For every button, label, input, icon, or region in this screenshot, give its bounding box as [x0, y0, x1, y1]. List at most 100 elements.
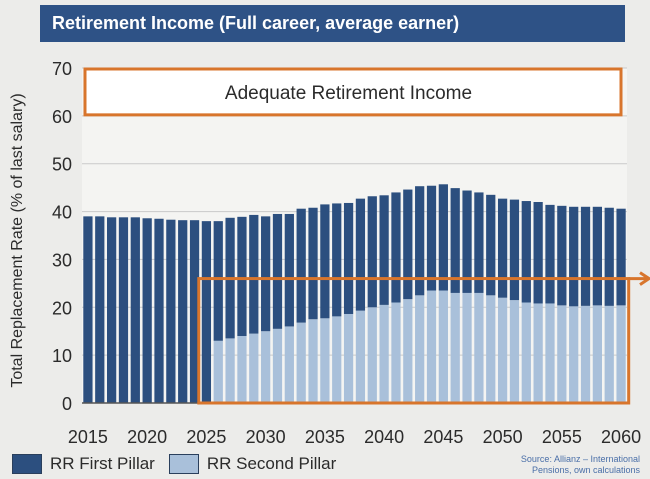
bar-first-pillar-2038 [355, 198, 366, 311]
bar-first-pillar-2060 [616, 208, 626, 306]
x-tick-label-2055: 2055 [542, 427, 582, 447]
x-tick-label-2040: 2040 [364, 427, 404, 447]
legend-item-second-pillar: RR Second Pillar [168, 454, 337, 474]
legend-swatch-first-pillar [12, 454, 42, 474]
bar-first-pillar-2032 [284, 213, 294, 327]
x-tick-label-2035: 2035 [305, 427, 345, 447]
bar-first-pillar-2025 [201, 221, 212, 403]
y-tick-label-70: 70 [52, 59, 72, 79]
x-tick-label-2030: 2030 [246, 427, 286, 447]
x-tick-label-2025: 2025 [186, 427, 226, 447]
y-tick-label-0: 0 [62, 394, 72, 414]
bar-second-pillar-2053 [533, 303, 543, 403]
bar-first-pillar-2040 [379, 195, 389, 305]
bar-first-pillar-2041 [391, 192, 401, 303]
bar-second-pillar-2030 [261, 331, 271, 403]
bar-second-pillar-2029 [249, 333, 259, 403]
bar-first-pillar-2051 [509, 199, 520, 301]
bar-first-pillar-2033 [296, 208, 306, 323]
bar-second-pillar-2036 [332, 316, 342, 403]
bar-second-pillar-2032 [284, 326, 294, 403]
bar-first-pillar-2030 [261, 216, 271, 332]
bar-first-pillar-2042 [403, 189, 413, 300]
x-tick-label-2050: 2050 [483, 427, 523, 447]
bar-first-pillar-2050 [497, 198, 508, 298]
bar-second-pillar-2041 [391, 302, 401, 403]
bar-second-pillar-2055 [557, 305, 567, 403]
plot-area [82, 68, 627, 403]
bar-second-pillar-2048 [474, 292, 484, 403]
bar-first-pillar-2036 [332, 203, 342, 317]
chart-title: Retirement Income (Full career, average … [40, 5, 625, 42]
bar-first-pillar-2044 [426, 185, 437, 291]
bar-second-pillar-2035 [320, 318, 330, 403]
legend-item-first-pillar: RR First Pillar [12, 454, 155, 474]
bar-second-pillar-2049 [486, 295, 496, 403]
bar-first-pillar-2039 [367, 196, 377, 308]
bar-first-pillar-2045 [438, 184, 448, 291]
x-tick-label-2045: 2045 [423, 427, 463, 447]
legend: RR First Pillar RR Second Pillar [12, 452, 350, 476]
bar-first-pillar-2057 [580, 206, 591, 306]
y-tick-label-20: 20 [52, 298, 72, 318]
bar-first-pillar-2026 [213, 221, 223, 341]
bar-first-pillar-2059 [604, 207, 614, 306]
y-axis-label: Total Replacement Rate (% of last salary… [9, 93, 26, 387]
bar-second-pillar-2058 [592, 305, 603, 403]
bar-second-pillar-2060 [616, 305, 626, 403]
bar-first-pillar-2055 [557, 205, 567, 306]
bar-second-pillar-2027 [225, 338, 235, 403]
x-tick-label-2015: 2015 [68, 427, 108, 447]
bar-first-pillar-2047 [462, 190, 472, 293]
bar-first-pillar-2021 [154, 218, 164, 403]
x-tick-label-2060: 2060 [601, 427, 641, 447]
bar-first-pillar-2020 [142, 218, 152, 403]
bar-second-pillar-2059 [604, 305, 614, 403]
bar-first-pillar-2052 [521, 201, 531, 303]
bar-second-pillar-2045 [438, 290, 448, 403]
bar-first-pillar-2049 [486, 194, 496, 296]
bar-first-pillar-2016 [95, 216, 105, 403]
bar-second-pillar-2034 [308, 319, 318, 403]
bar-second-pillar-2047 [462, 292, 472, 403]
bar-first-pillar-2058 [592, 206, 603, 306]
bar-second-pillar-2031 [272, 328, 283, 403]
legend-swatch-second-pillar [168, 454, 199, 474]
bar-second-pillar-2026 [213, 340, 223, 403]
bar-first-pillar-2053 [533, 202, 543, 304]
bar-first-pillar-2054 [545, 204, 555, 304]
second-pillar-highlight-box [197, 277, 631, 405]
bar-second-pillar-2042 [403, 299, 413, 403]
bar-second-pillar-2043 [415, 295, 425, 403]
bar-second-pillar-2040 [379, 304, 389, 403]
legend-label-second-pillar: RR Second Pillar [206, 454, 337, 473]
adequate-income-label: Adequate Retirement Income [225, 83, 472, 104]
adequate-income-box [83, 67, 623, 117]
y-tick-label-10: 10 [52, 346, 72, 366]
bar-first-pillar-2017 [106, 217, 117, 403]
bar-first-pillar-2031 [272, 213, 283, 329]
bar-first-pillar-2028 [237, 216, 247, 336]
bar-second-pillar-2056 [569, 306, 579, 403]
bar-first-pillar-2024 [189, 220, 200, 403]
y-tick-label-60: 60 [52, 107, 72, 127]
bar-first-pillar-2043 [415, 186, 425, 296]
y-tick-label-50: 50 [52, 155, 72, 175]
bar-first-pillar-2015 [83, 216, 93, 403]
bar-second-pillar-2028 [237, 336, 247, 403]
bar-first-pillar-2018 [118, 217, 129, 403]
bar-second-pillar-2052 [521, 302, 531, 403]
bar-second-pillar-2057 [580, 305, 591, 403]
bar-second-pillar-2037 [343, 313, 354, 403]
bar-second-pillar-2033 [296, 322, 306, 403]
y-tick-label-30: 30 [52, 250, 72, 270]
bar-second-pillar-2044 [426, 290, 437, 403]
bar-first-pillar-2056 [569, 206, 579, 307]
bar-first-pillar-2019 [130, 217, 140, 403]
bar-second-pillar-2039 [367, 307, 377, 403]
y-tick-label-40: 40 [52, 203, 72, 223]
legend-label-first-pillar: RR First Pillar [50, 454, 155, 473]
source-note: Source: Allianz – International Pensions… [500, 454, 640, 476]
bar-first-pillar-2037 [343, 202, 354, 314]
